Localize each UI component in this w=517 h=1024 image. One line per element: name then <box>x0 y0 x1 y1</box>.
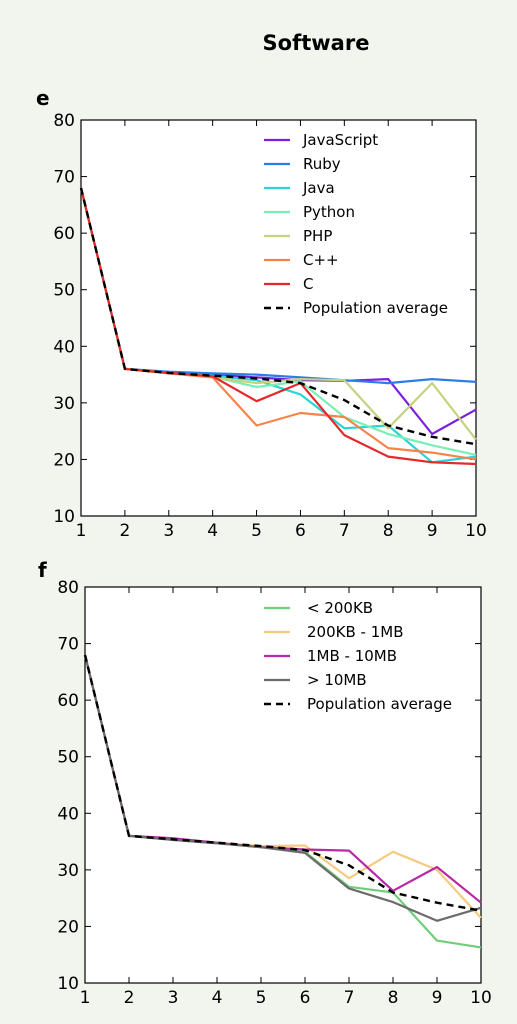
legend-label: Ruby <box>303 155 341 173</box>
y-tick-label: 10 <box>57 974 79 994</box>
x-tick-label: 9 <box>427 521 438 541</box>
x-tick-label: 4 <box>212 988 223 1008</box>
y-tick-label: 20 <box>57 917 79 937</box>
x-tick-label: 2 <box>124 988 135 1008</box>
x-tick-label: 5 <box>256 988 267 1008</box>
figure-title: Software <box>263 31 370 55</box>
panel-f: f 10 20 30 40 50 60 70 80 1 2 3 4 5 6 7 8 9 10 < 200KB 200KB… <box>38 558 492 1008</box>
legend-label: JavaScript <box>302 131 378 149</box>
y-tick-label: 50 <box>57 748 79 768</box>
y-tick-label: 50 <box>53 281 75 301</box>
panel-e: e 10 20 30 40 50 60 70 80 1 2 3 4 5 6 7 8 9 10 JavaScript Ru… <box>36 86 487 541</box>
panel-letter: e <box>36 86 50 110</box>
x-tick-label: 6 <box>300 988 311 1008</box>
legend-label: C++ <box>303 251 339 269</box>
y-tick-label: 60 <box>57 691 79 711</box>
y-tick-label: 30 <box>53 394 75 414</box>
x-tick-label: 1 <box>76 521 87 541</box>
panel-letter: f <box>38 558 47 582</box>
legend-label: Java <box>302 179 335 197</box>
legend-label: < 200KB <box>307 599 373 617</box>
x-tick-label: 2 <box>119 521 130 541</box>
y-tick-label: 40 <box>53 337 75 357</box>
y-tick-label: 40 <box>57 804 79 824</box>
y-tick-label: 60 <box>53 224 75 244</box>
x-tick-label: 5 <box>251 521 262 541</box>
y-tick-label: 80 <box>53 111 75 131</box>
y-tick-label: 70 <box>53 168 75 188</box>
y-tick-label: 70 <box>57 635 79 655</box>
legend-label: 200KB - 1MB <box>307 623 403 641</box>
x-tick-label: 3 <box>163 521 174 541</box>
x-tick-label: 7 <box>339 521 350 541</box>
legend-label: > 10MB <box>307 671 367 689</box>
legend-label: Population average <box>303 299 448 317</box>
x-tick-label: 8 <box>383 521 394 541</box>
y-tick-label: 30 <box>57 861 79 881</box>
plot-frame <box>80 119 477 517</box>
x-tick-label: 3 <box>168 988 179 1008</box>
x-tick-label: 6 <box>295 521 306 541</box>
x-tick-label: 10 <box>465 521 487 541</box>
legend-label: PHP <box>303 227 332 245</box>
x-tick-label: 9 <box>432 988 443 1008</box>
legend-label: Python <box>303 203 355 221</box>
x-tick-label: 1 <box>80 988 91 1008</box>
x-tick-label: 4 <box>207 521 218 541</box>
legend-label: C <box>303 275 313 293</box>
y-tick-label: 10 <box>53 507 75 527</box>
y-tick-label: 20 <box>53 450 75 470</box>
x-tick-label: 10 <box>470 988 492 1008</box>
x-tick-label: 7 <box>344 988 355 1008</box>
legend-label: 1MB - 10MB <box>307 647 397 665</box>
legend-label: Population average <box>307 695 452 713</box>
series-line-population-average <box>83 654 482 912</box>
x-tick-label: 8 <box>388 988 399 1008</box>
series-line-population-average <box>79 187 477 446</box>
y-tick-label: 80 <box>57 578 79 598</box>
